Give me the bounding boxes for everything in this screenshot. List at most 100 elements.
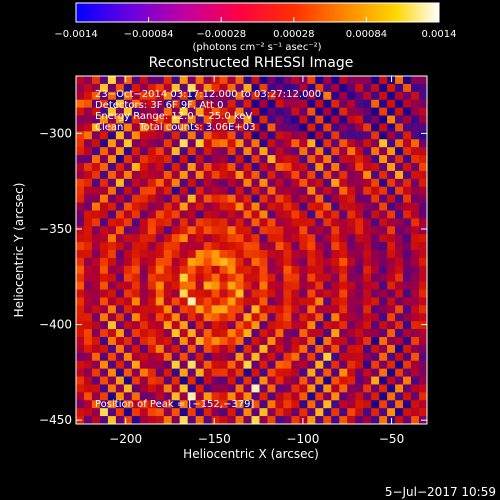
heatmap-cell <box>83 344 93 354</box>
heatmap-cell <box>403 281 412 290</box>
heatmap-cell <box>339 163 348 172</box>
heatmap-cell <box>131 218 141 227</box>
heatmap-cell <box>355 384 364 393</box>
heatmap-cell <box>395 250 404 259</box>
heatmap-cell <box>307 76 316 85</box>
heatmap-cell <box>419 210 427 219</box>
heatmap-cell <box>171 273 181 282</box>
heatmap-cell <box>395 337 404 346</box>
heatmap-cell <box>387 329 396 338</box>
heatmap-cell <box>323 155 332 164</box>
heatmap-cell <box>411 257 420 267</box>
heatmap-cell <box>195 344 204 354</box>
heatmap-cell <box>211 155 220 164</box>
heatmap-cell <box>123 360 133 369</box>
heatmap-cell <box>235 115 244 124</box>
heatmap-cell <box>387 281 396 290</box>
heatmap-cell <box>307 91 316 101</box>
heatmap-cell <box>259 368 268 377</box>
heatmap-cell <box>227 384 236 393</box>
heatmap-cell <box>347 400 356 409</box>
chart-title: Reconstructed RHESSI Image <box>149 55 354 71</box>
heatmap-cell <box>107 210 117 219</box>
heatmap-cell <box>267 91 276 101</box>
heatmap-cell <box>387 147 396 156</box>
heatmap-cell <box>371 416 380 424</box>
heatmap-cell <box>91 107 101 116</box>
heatmap-cell <box>235 273 244 282</box>
heatmap-cell <box>259 163 268 172</box>
heatmap-cell <box>131 321 141 330</box>
heatmap-cell <box>307 305 316 314</box>
heatmap-cell <box>195 99 204 108</box>
heatmap-cell <box>235 400 244 409</box>
heatmap-cell <box>371 376 380 385</box>
heatmap-cell <box>307 170 316 180</box>
heatmap-cell <box>91 368 101 377</box>
heatmap-cell <box>403 400 412 409</box>
heatmap-cell <box>403 178 412 188</box>
heatmap-cell <box>76 107 85 116</box>
heatmap-cell <box>299 210 308 219</box>
heatmap-cell <box>251 344 260 354</box>
heatmap-cell <box>283 107 292 116</box>
heatmap-cell <box>403 194 412 203</box>
heatmap-cell <box>211 234 220 243</box>
heatmap-cell <box>227 265 236 275</box>
heatmap-cell <box>235 210 244 219</box>
heatmap-cell <box>243 210 252 219</box>
heatmap-cell <box>147 170 157 180</box>
heatmap-cell <box>347 297 356 306</box>
heatmap-cell <box>76 170 85 180</box>
heatmap-cell <box>267 408 276 417</box>
heatmap-cell <box>331 170 340 180</box>
heatmap-cell <box>283 226 292 235</box>
heatmap-cell <box>355 242 364 251</box>
heatmap-cell <box>83 384 93 393</box>
heatmap-cell <box>339 321 348 330</box>
heatmap-cell <box>227 170 236 180</box>
heatmap-cell <box>235 329 244 338</box>
heatmap-cell <box>259 400 268 409</box>
heatmap-cell <box>163 170 173 180</box>
heatmap-cell <box>235 186 244 195</box>
heatmap-cell <box>267 265 276 275</box>
heatmap-cell <box>299 337 308 346</box>
heatmap-cell <box>83 250 93 259</box>
heatmap-cell <box>387 392 396 401</box>
heatmap-cell <box>76 384 85 393</box>
heatmap-cell <box>171 107 181 116</box>
heatmap-cell <box>139 408 149 417</box>
heatmap-cell <box>179 352 188 362</box>
heatmap-cell <box>403 226 412 235</box>
heatmap-cell <box>219 210 228 219</box>
heatmap-cell <box>227 202 236 211</box>
heatmap-cell <box>83 107 93 116</box>
heatmap-cell <box>155 250 165 259</box>
heatmap-cell <box>187 416 196 424</box>
heatmap-cell <box>339 99 348 108</box>
heatmap-cell <box>267 218 276 227</box>
heatmap-cell <box>83 242 93 251</box>
heatmap-cell <box>195 91 204 101</box>
heatmap-cell <box>187 178 196 188</box>
heatmap-cell <box>411 313 420 322</box>
heatmap-cell <box>139 163 149 172</box>
heatmap-cell <box>363 178 372 188</box>
heatmap-cell <box>211 400 220 409</box>
heatmap-cell <box>155 273 165 282</box>
heatmap-cell <box>379 400 388 409</box>
heatmap-cell <box>76 305 85 314</box>
heatmap-cell <box>395 83 404 93</box>
heatmap-cell <box>323 91 332 101</box>
heatmap-cell <box>195 194 204 203</box>
heatmap-cell <box>331 155 340 164</box>
heatmap-cell <box>331 234 340 243</box>
heatmap-cell <box>259 265 268 275</box>
heatmap-cell <box>171 250 181 259</box>
axis-ticks: −200 −150 −100 −50−300−350−400−450 <box>39 76 427 446</box>
heatmap-cell <box>387 210 396 219</box>
heatmap-cell <box>99 107 109 116</box>
heatmap-cell <box>371 313 380 322</box>
heatmap-cell <box>323 76 332 85</box>
